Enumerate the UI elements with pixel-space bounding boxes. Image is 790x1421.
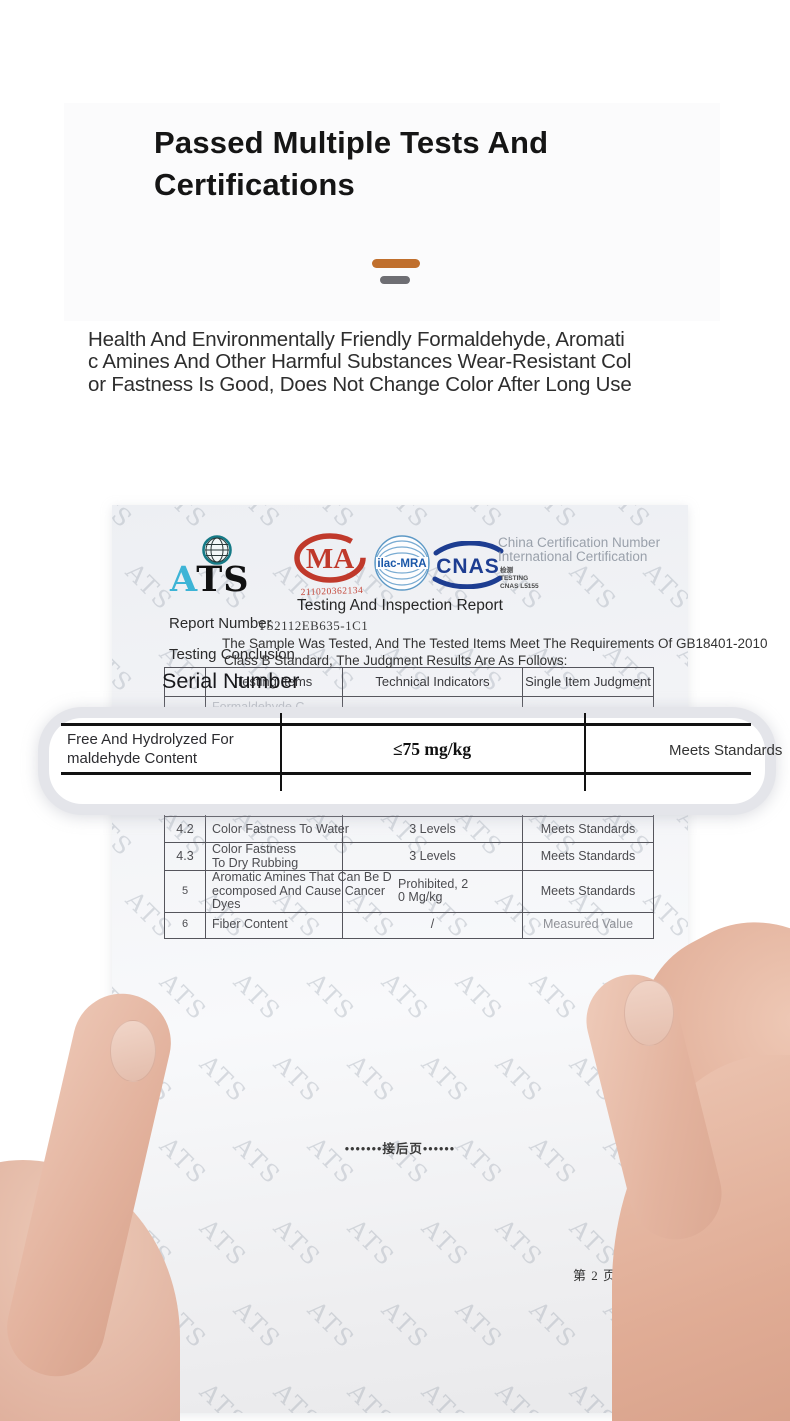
- ats-watermark: ATS: [342, 1377, 401, 1413]
- cnas-logo: CNAS: [432, 540, 504, 594]
- ats-watermark: ATS: [268, 1213, 327, 1273]
- svg-text:CNAS: CNAS: [436, 555, 500, 578]
- header-items: Testing Items: [205, 667, 343, 697]
- ats-watermark: ATS: [268, 1377, 327, 1413]
- ats-watermark: ATS: [450, 505, 509, 535]
- report-photo: ATS ATS ATS ATS ATS ATS ATS ATS ATS ATS ATS ATS ATS A…: [0, 420, 790, 1421]
- svg-text:ilac-MRA: ilac-MRA: [377, 558, 426, 570]
- ats-watermark: ATS: [268, 1049, 327, 1109]
- ats-watermark: ATS: [376, 505, 435, 535]
- description-line3: or Fastness Is Good, Does Not Change Col…: [88, 372, 632, 396]
- table-row: 4.3 Color Fastness To Dry Rubbing 3 Level…: [164, 842, 654, 871]
- ats-watermark: ATS: [154, 505, 213, 535]
- divider-orange-bar: [372, 259, 420, 268]
- ats-watermark: ATS: [524, 505, 583, 535]
- report-number-label: Report Number: [169, 615, 272, 632]
- ats-watermark: ATS: [376, 967, 435, 1027]
- ats-watermark: ATS: [112, 505, 139, 535]
- svg-text:MA: MA: [306, 543, 354, 575]
- ats-watermark: ATS: [490, 1213, 549, 1273]
- ats-watermark: ATS: [416, 1049, 475, 1109]
- header-serial: [164, 667, 206, 697]
- ats-watermark: ATS: [302, 505, 361, 535]
- magnified-row-callout: Free And Hydrolyzed For maldehyde Conten…: [38, 707, 782, 815]
- page-title-line1: Passed Multiple Tests And: [154, 125, 549, 160]
- callout-item-name: Free And Hydrolyzed For maldehyde Conten…: [67, 731, 234, 767]
- ats-watermark: ATS: [342, 1049, 401, 1109]
- callout-indicator-value: ≤75 mg/kg: [392, 739, 472, 759]
- callout-divider-right: [584, 713, 586, 791]
- description-line1: Health And Environmentally Friendly Form…: [88, 328, 625, 351]
- ilac-mra-logo: ilac-MRA: [373, 534, 431, 597]
- ats-watermark: ATS: [228, 505, 287, 535]
- ats-watermark: ATS: [228, 967, 287, 1027]
- ats-watermark: ATS: [194, 1213, 253, 1273]
- left-thumb-nail: [110, 1020, 156, 1082]
- callout-divider-left: [280, 713, 282, 791]
- cma-logo: MA 211020362134: [292, 532, 372, 604]
- ats-watermark: ATS: [416, 1213, 475, 1273]
- table-row: 6 Fiber Content / Measured Value: [164, 911, 654, 939]
- ats-watermark: ATS: [524, 967, 583, 1027]
- ats-watermark: ATS: [524, 1295, 583, 1355]
- page-title: Passed Multiple Tests And Certifications: [154, 122, 654, 206]
- callout-bottom-line: [61, 772, 751, 775]
- ats-watermark: ATS: [112, 639, 139, 699]
- description-text: Health And Environmentally Friendly Form…: [88, 328, 728, 396]
- ats-watermark: ATS: [416, 1377, 475, 1413]
- ats-watermark: ATS: [450, 967, 509, 1027]
- ats-watermark: ATS: [490, 1377, 549, 1413]
- header-indicators: Technical Indicators: [342, 667, 523, 697]
- report-paper: ATS ATS ATS ATS ATS ATS ATS ATS ATS ATS ATS ATS ATS A…: [112, 505, 768, 1413]
- testing-conclusion-label: Testing Conclusion: [169, 646, 295, 663]
- conclusion-line1: The Sample Was Tested, And The Tested It…: [222, 636, 768, 651]
- ats-logo-text: ATS: [170, 559, 250, 600]
- ats-globe-icon: [202, 535, 232, 570]
- ats-watermark: ATS: [228, 1295, 287, 1355]
- ats-logo: ATS: [170, 535, 266, 605]
- callout-judgment: Meets Standards: [669, 742, 783, 759]
- ats-watermark: ATS: [342, 1213, 401, 1273]
- ats-watermark: ATS: [302, 1295, 361, 1355]
- title-panel: [64, 103, 720, 321]
- continued-next-page-text: •••••••接后页••••••: [344, 1142, 456, 1156]
- description-line2: c Amines And Other Harmful Substances We…: [88, 350, 632, 374]
- certification-small-text: 检测 TESTING CNAS L5155: [500, 567, 539, 590]
- cma-stamp-icon: MA: [294, 533, 366, 583]
- ats-watermark: ATS: [450, 1295, 509, 1355]
- page-title-line2: Certifications: [154, 167, 355, 202]
- table-header-row: Testing Items Technical Indicators Singl…: [164, 667, 654, 697]
- certification-note: China Certification Number International…: [498, 535, 661, 564]
- ats-watermark: ATS: [490, 1049, 549, 1109]
- ats-watermark: ATS: [194, 1049, 253, 1109]
- ats-watermark: ATS: [302, 967, 361, 1027]
- ats-watermark: ATS: [194, 1377, 253, 1413]
- ats-watermark: ATS: [376, 1295, 435, 1355]
- ats-watermark: ATS: [672, 505, 688, 535]
- header-judgment: Single Item Judgment: [522, 667, 654, 697]
- report-number-value: TS2112EB635-1C1: [258, 618, 369, 633]
- table-row: 4.2 Color Fastness To Water 3 Levels Mee…: [164, 816, 654, 843]
- ats-watermark: ATS: [598, 505, 657, 535]
- callout-top-line: [61, 723, 751, 726]
- conclusion-line2: Class B Standard, The Judgment Results A…: [224, 653, 568, 668]
- right-thumb-nail: [624, 980, 674, 1046]
- serial-number-magnified-label: Serial Number: [162, 669, 300, 693]
- report-title: Testing And Inspection Report: [297, 597, 503, 614]
- divider-gray-bar: [380, 276, 410, 284]
